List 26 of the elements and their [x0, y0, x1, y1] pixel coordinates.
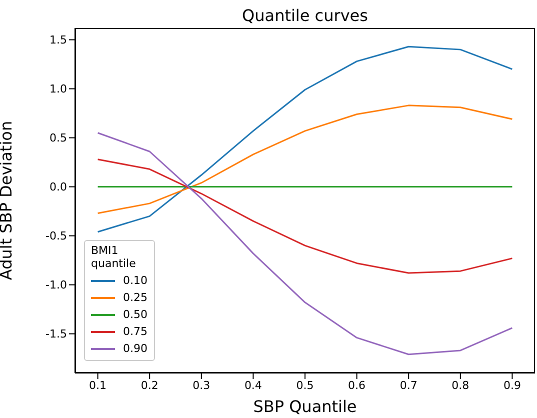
x-tick-label: 0.5 — [296, 378, 314, 392]
y-tick-label: 0.0 — [50, 180, 67, 194]
y-tick-label: -1.0 — [46, 278, 67, 292]
x-tick-label: 0.3 — [192, 378, 210, 392]
legend-label: 0.25 — [123, 291, 148, 304]
y-tick-label: 1.0 — [50, 82, 67, 96]
legend-label: 0.50 — [123, 308, 148, 321]
legend-label: 0.10 — [123, 274, 148, 287]
x-axis-title: SBP Quantile — [253, 397, 357, 416]
y-tick-label: -0.5 — [46, 230, 67, 243]
x-tick-label: 0.2 — [140, 378, 158, 392]
legend-label: 0.90 — [123, 342, 148, 355]
line-series — [97, 46, 513, 233]
legend-title: BMI1 quantile — [91, 244, 137, 270]
legend-label: 0.75 — [123, 325, 148, 338]
x-tick-label: 0.7 — [400, 378, 418, 392]
x-tick-label: 0.8 — [452, 378, 470, 392]
y-tick-label: -1.5 — [46, 328, 67, 341]
y-tick-label: 1.5 — [50, 34, 67, 47]
x-tick-label: 0.6 — [348, 378, 366, 392]
x-tick-label: 0.1 — [89, 378, 107, 392]
x-tick-label: 0.9 — [503, 378, 521, 392]
chart-title: Quantile curves — [241, 6, 369, 25]
line-series — [97, 104, 513, 214]
y-tick-label: 0.5 — [50, 132, 67, 145]
x-tick-label: 0.4 — [244, 378, 262, 392]
